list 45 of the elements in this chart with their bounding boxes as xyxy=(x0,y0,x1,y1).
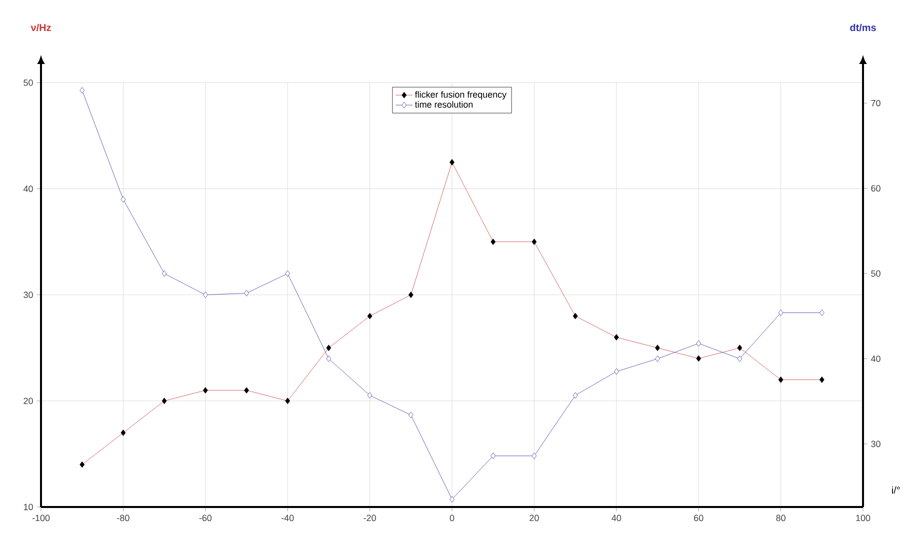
y-axis-title: ν/Hz xyxy=(30,24,51,32)
point xyxy=(326,356,332,362)
legend-label: flicker fusion frequency xyxy=(414,91,507,100)
y-tick-label: 30 xyxy=(24,292,33,298)
x-tick-label: 40 xyxy=(612,514,622,522)
y-tick-label: 20 xyxy=(24,398,33,404)
x-tick-label: -60 xyxy=(199,514,212,522)
point xyxy=(202,292,208,298)
x-tick-label: 80 xyxy=(776,514,786,522)
x-tick-label: 100 xyxy=(856,514,870,522)
legend-label: time resolution xyxy=(415,101,473,108)
y2-tick-label: 60 xyxy=(871,185,880,192)
point xyxy=(532,452,537,460)
x-axis-title: i/° xyxy=(892,486,900,494)
x-tick-label: 60 xyxy=(694,514,704,522)
point xyxy=(120,196,126,203)
point xyxy=(655,356,660,362)
y2-tick-label: 40 xyxy=(870,356,880,362)
point xyxy=(778,310,784,316)
x-tick-label: 0 xyxy=(450,514,454,522)
point xyxy=(696,340,702,347)
point xyxy=(367,392,372,399)
point xyxy=(408,412,414,418)
point xyxy=(614,368,619,375)
point xyxy=(819,310,824,316)
x-tick-label: -100 xyxy=(32,514,50,522)
y-tick-label: 10 xyxy=(24,504,33,510)
x-tick-label: 20 xyxy=(530,514,539,522)
point xyxy=(450,496,454,503)
y2-tick-label: 30 xyxy=(871,440,880,448)
y2-tick-label: 50 xyxy=(871,270,880,277)
y2-tick-label: 70 xyxy=(871,100,880,106)
point xyxy=(162,270,167,277)
point xyxy=(490,452,496,460)
point xyxy=(572,392,578,399)
point xyxy=(285,270,290,277)
y-tick-label: 40 xyxy=(23,186,33,192)
point xyxy=(737,356,742,362)
point xyxy=(244,290,249,296)
y-tick-label: 50 xyxy=(24,80,33,86)
x-tick-label: -40 xyxy=(282,514,294,522)
x-tick-label: -20 xyxy=(364,514,376,522)
x-tick-label: -80 xyxy=(117,514,130,522)
y2-axis-title: dt/ms xyxy=(850,24,876,32)
point xyxy=(80,87,85,94)
